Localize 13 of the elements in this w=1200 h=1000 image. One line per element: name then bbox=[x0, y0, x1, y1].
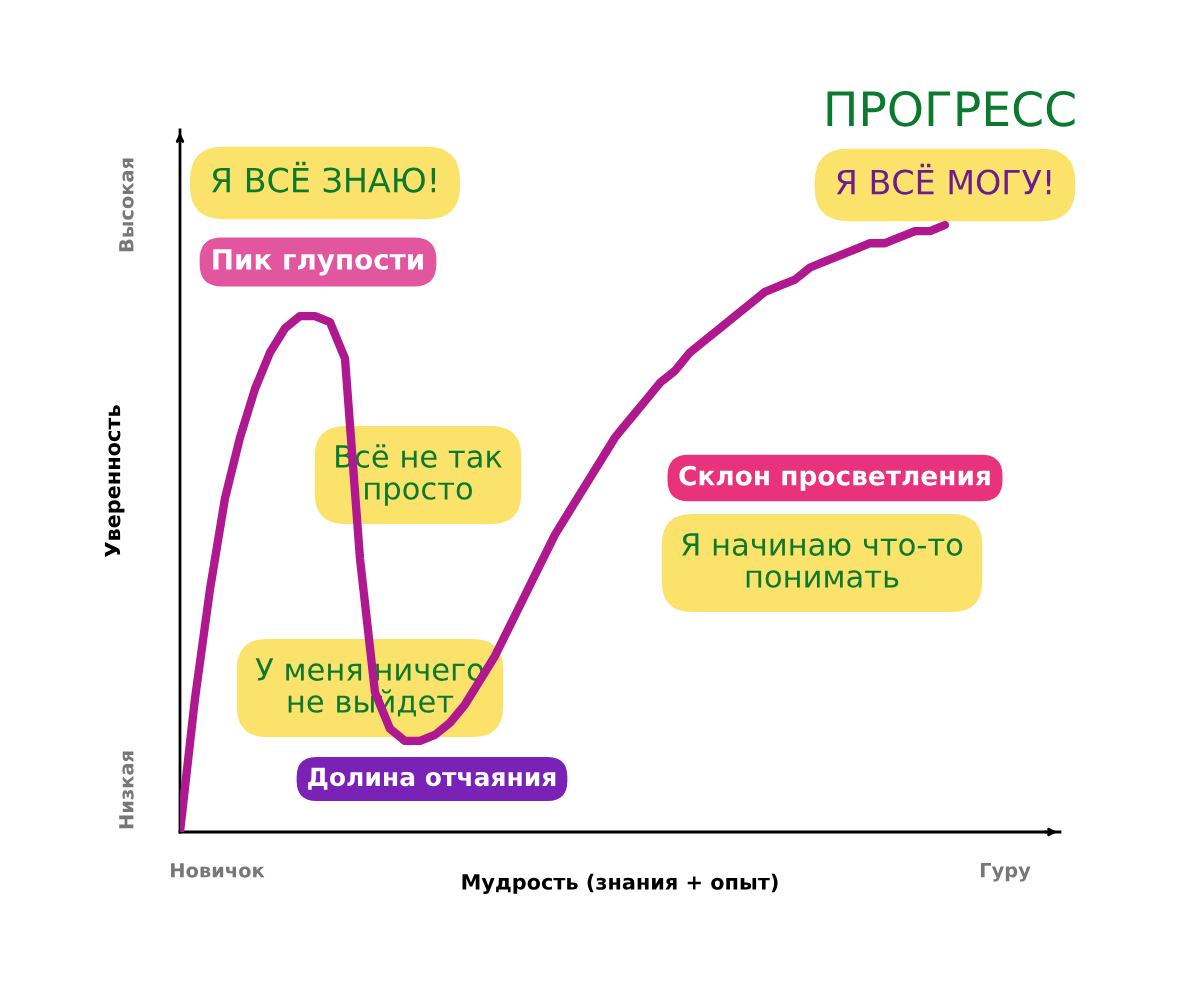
text: Новичок bbox=[171, 863, 265, 878]
annotation: Я начинаю что-то понимать bbox=[682, 533, 963, 588]
annotation: Склон просветления bbox=[679, 465, 990, 491]
text: Я ВСЁ ЗНАЮ! bbox=[212, 161, 436, 193]
chart-title: ПРОГРЕСС bbox=[827, 90, 1075, 127]
annotation: Пик глупости bbox=[213, 249, 423, 276]
x-axis-title: Мудрость (знания + опыт) bbox=[462, 873, 778, 894]
text: Я ВСЁ МОГУ! bbox=[836, 163, 1051, 195]
y-axis-title: Уверенность bbox=[104, 405, 125, 557]
text: Гуру bbox=[980, 863, 1031, 882]
text: Высокая bbox=[119, 158, 134, 252]
annotation: Долина отчаяния bbox=[308, 767, 556, 790]
text: Низкая bbox=[119, 751, 134, 829]
